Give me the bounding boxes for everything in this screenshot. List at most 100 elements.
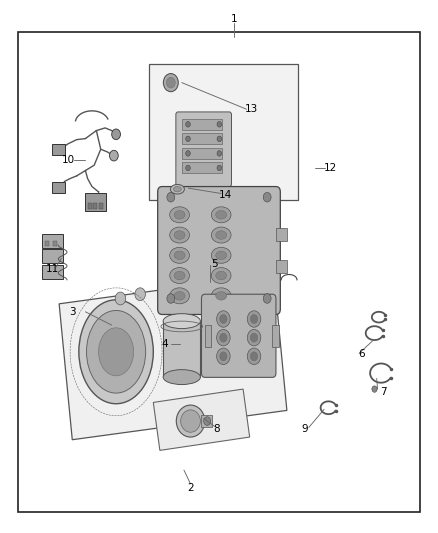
- Ellipse shape: [215, 231, 227, 239]
- Circle shape: [217, 122, 222, 127]
- Circle shape: [217, 348, 230, 365]
- Ellipse shape: [180, 410, 200, 432]
- Text: 1: 1: [231, 14, 238, 23]
- FancyBboxPatch shape: [201, 294, 276, 377]
- Circle shape: [186, 151, 190, 156]
- Circle shape: [167, 192, 175, 202]
- Text: 12: 12: [324, 163, 337, 173]
- Text: 6: 6: [358, 350, 365, 359]
- Ellipse shape: [79, 300, 153, 404]
- Circle shape: [220, 333, 227, 342]
- Ellipse shape: [170, 247, 189, 263]
- Bar: [276, 228, 287, 241]
- Ellipse shape: [170, 227, 189, 243]
- Bar: [272, 325, 279, 347]
- Circle shape: [186, 165, 190, 171]
- FancyBboxPatch shape: [176, 112, 231, 187]
- Circle shape: [251, 333, 258, 342]
- Circle shape: [115, 292, 126, 305]
- Bar: [182, 119, 222, 130]
- Ellipse shape: [211, 288, 231, 304]
- Circle shape: [204, 417, 211, 425]
- Bar: [276, 260, 287, 273]
- Text: 5: 5: [211, 259, 218, 269]
- Bar: [85, 193, 106, 211]
- Text: 8: 8: [213, 424, 220, 434]
- Bar: [182, 133, 222, 144]
- Circle shape: [251, 352, 258, 361]
- Circle shape: [217, 136, 222, 142]
- Circle shape: [110, 150, 118, 161]
- Ellipse shape: [211, 247, 231, 263]
- Circle shape: [220, 352, 227, 361]
- Text: 7: 7: [380, 387, 387, 397]
- Ellipse shape: [215, 211, 227, 219]
- Circle shape: [217, 329, 230, 346]
- Bar: [42, 249, 63, 263]
- Circle shape: [247, 311, 261, 327]
- Bar: [182, 148, 222, 159]
- Circle shape: [135, 288, 145, 301]
- Ellipse shape: [170, 184, 184, 194]
- Ellipse shape: [174, 251, 185, 260]
- Text: 11: 11: [46, 264, 59, 274]
- Bar: [53, 241, 57, 246]
- Circle shape: [112, 129, 120, 140]
- Text: 4: 4: [161, 339, 168, 349]
- Circle shape: [263, 294, 271, 303]
- Text: 10: 10: [61, 155, 74, 165]
- FancyBboxPatch shape: [158, 187, 280, 314]
- Ellipse shape: [215, 271, 227, 280]
- Bar: [42, 265, 63, 279]
- Ellipse shape: [174, 211, 185, 219]
- Text: 14: 14: [219, 190, 232, 199]
- Bar: [99, 203, 103, 209]
- Text: 9: 9: [301, 424, 308, 434]
- Polygon shape: [59, 274, 287, 440]
- Text: 2: 2: [187, 483, 194, 492]
- Bar: [45, 241, 49, 246]
- Ellipse shape: [174, 292, 185, 300]
- Bar: [201, 415, 212, 427]
- Bar: [182, 163, 222, 174]
- Ellipse shape: [173, 187, 181, 192]
- Bar: [205, 325, 211, 347]
- Ellipse shape: [163, 370, 200, 385]
- Ellipse shape: [174, 231, 185, 239]
- Ellipse shape: [211, 227, 231, 243]
- Circle shape: [251, 314, 258, 324]
- Ellipse shape: [170, 207, 189, 223]
- Circle shape: [247, 348, 261, 365]
- Ellipse shape: [215, 251, 227, 260]
- Ellipse shape: [87, 310, 145, 393]
- Ellipse shape: [170, 268, 189, 284]
- Circle shape: [166, 77, 175, 88]
- Circle shape: [167, 294, 175, 303]
- Circle shape: [186, 122, 190, 127]
- Circle shape: [217, 311, 230, 327]
- Text: 3: 3: [69, 307, 76, 317]
- Ellipse shape: [211, 268, 231, 284]
- Ellipse shape: [163, 313, 200, 328]
- Ellipse shape: [211, 207, 231, 223]
- Circle shape: [247, 329, 261, 346]
- Text: 13: 13: [245, 104, 258, 114]
- Circle shape: [217, 165, 222, 171]
- Circle shape: [186, 136, 190, 142]
- Bar: [163, 321, 201, 377]
- Circle shape: [163, 74, 178, 92]
- Bar: [93, 203, 97, 209]
- Ellipse shape: [170, 288, 189, 304]
- Bar: [52, 182, 65, 193]
- Bar: [52, 144, 65, 155]
- Circle shape: [372, 386, 377, 392]
- Ellipse shape: [176, 405, 205, 437]
- Bar: [88, 203, 92, 209]
- Ellipse shape: [174, 271, 185, 280]
- Ellipse shape: [99, 328, 134, 376]
- Circle shape: [217, 151, 222, 156]
- Polygon shape: [153, 389, 250, 450]
- Circle shape: [220, 314, 227, 324]
- Circle shape: [263, 192, 271, 202]
- Ellipse shape: [215, 292, 227, 300]
